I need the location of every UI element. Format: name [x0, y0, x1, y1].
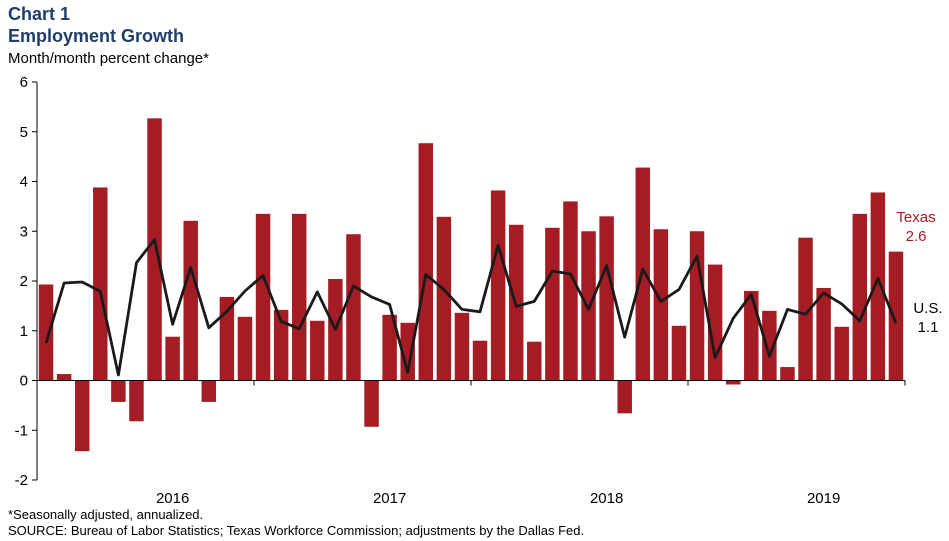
y-tick-label: 5	[20, 124, 28, 141]
texas-bar	[689, 231, 705, 381]
texas-bar	[725, 380, 741, 385]
texas-bar	[38, 284, 54, 381]
texas-bar	[400, 322, 415, 381]
texas-bar	[744, 290, 759, 381]
texas-bar	[563, 201, 578, 381]
x-tick-label: 2017	[373, 490, 406, 507]
y-tick-label: 3	[20, 223, 28, 240]
texas-bar	[888, 251, 904, 381]
texas-bar	[472, 340, 488, 381]
texas-end-value: 2.6	[906, 228, 927, 245]
texas-bar	[852, 213, 868, 381]
y-tick-label: 4	[20, 174, 28, 191]
x-tick-label: 2018	[590, 490, 623, 507]
texas-bar	[201, 380, 217, 402]
texas-bar	[183, 220, 198, 381]
us-line	[44, 238, 898, 377]
texas-bar	[346, 234, 361, 381]
chart-subtitle: Month/month percent change*	[8, 50, 209, 67]
us-end-value: 1.1	[918, 319, 939, 336]
y-tick-label: 1	[20, 323, 28, 340]
texas-bar	[111, 380, 126, 402]
texas-bar	[129, 380, 144, 422]
texas-bar	[653, 229, 669, 381]
texas-bar	[74, 380, 90, 452]
footnote: *Seasonally adjusted, annualized.	[8, 507, 204, 522]
texas-bar	[56, 374, 72, 381]
x-tick-label: 2019	[807, 490, 840, 507]
texas-bar	[870, 192, 886, 381]
texas-bar	[93, 187, 108, 381]
texas-bar	[527, 341, 542, 381]
x-tick-label: 2016	[156, 490, 189, 507]
texas-bar	[237, 316, 253, 381]
y-tick-label: -1	[15, 422, 28, 439]
texas-bar	[617, 380, 632, 414]
texas-bar	[219, 296, 235, 381]
us-series-label: U.S.	[913, 300, 942, 317]
texas-bar	[291, 213, 307, 381]
texas-bar	[454, 312, 470, 381]
texas-bar	[255, 213, 271, 381]
source-note: SOURCE: Bureau of Labor Statistics; Texa…	[8, 523, 585, 538]
texas-bar	[436, 216, 452, 381]
texas-bar	[816, 287, 831, 381]
y-tick-label: 6	[20, 74, 28, 91]
y-tick-label: 2	[20, 273, 28, 290]
chart-number: Chart 1	[8, 4, 71, 24]
chart-title: Employment Growth	[8, 26, 185, 46]
texas-bar	[545, 227, 560, 381]
texas-bar	[147, 118, 162, 381]
y-tick-label: 0	[20, 373, 28, 390]
texas-bar	[490, 190, 506, 381]
texas-bar	[780, 367, 795, 381]
texas-bar	[671, 325, 687, 381]
texas-bar	[310, 320, 325, 381]
texas-series-label: Texas	[896, 209, 935, 226]
texas-bar	[273, 309, 289, 381]
texas-bar	[382, 314, 397, 381]
texas-bar	[364, 380, 379, 427]
texas-bar	[418, 143, 434, 381]
texas-bar	[599, 216, 614, 381]
texas-bar	[165, 336, 180, 381]
texas-bar	[798, 237, 813, 381]
y-tick-label: -2	[15, 472, 28, 489]
texas-bar	[834, 326, 849, 381]
texas-bar	[762, 310, 777, 381]
